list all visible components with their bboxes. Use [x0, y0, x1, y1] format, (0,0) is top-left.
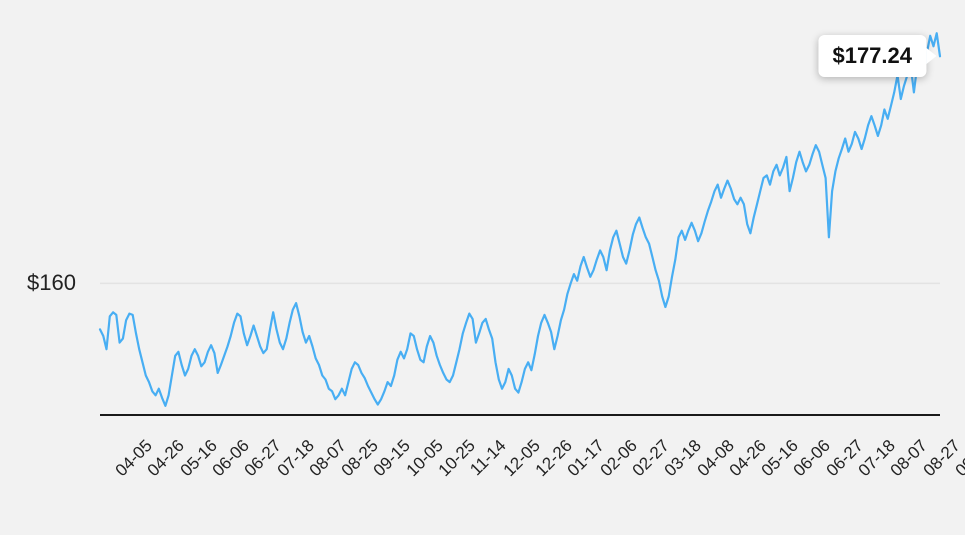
price-line: [100, 33, 940, 406]
price-chart: $160 04-0504-2605-1606-0606-2707-1808-07…: [0, 0, 965, 535]
price-tooltip: $177.24: [818, 35, 926, 77]
tooltip-value: $177.24: [832, 43, 912, 68]
y-tick-label: $160: [6, 270, 76, 296]
